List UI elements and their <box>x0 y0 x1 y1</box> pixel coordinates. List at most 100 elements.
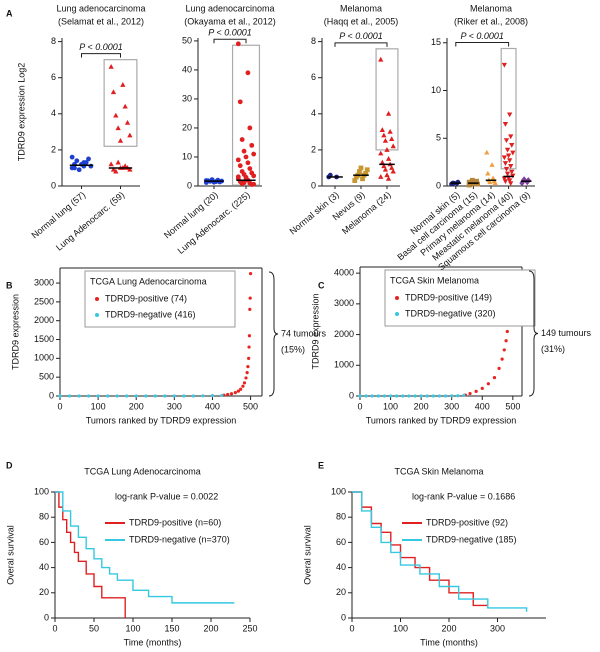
data-point <box>235 157 241 163</box>
data-point <box>247 125 253 131</box>
legend-marker <box>95 297 99 301</box>
data-point <box>358 165 364 171</box>
data-point <box>379 127 385 132</box>
y-axis-label: TDRD9 expression <box>310 293 320 369</box>
x-tick-label: 500 <box>505 401 520 411</box>
data-point <box>502 122 509 127</box>
brace <box>268 271 279 397</box>
data-point <box>67 394 72 398</box>
y-tick-label: 2500 <box>34 296 54 306</box>
data-point <box>229 392 234 396</box>
data-point <box>508 134 514 140</box>
x-tick-label: 100 <box>393 623 408 633</box>
data-point <box>507 178 513 184</box>
data-point <box>389 165 395 170</box>
significance-bracket <box>81 53 121 58</box>
chart-title: Lung adenocarcinoma <box>56 3 145 13</box>
data-point <box>58 394 62 398</box>
data-point <box>364 167 370 173</box>
data-point <box>437 394 442 398</box>
data-point <box>245 70 251 76</box>
annotation: 149 tumours <box>541 328 592 338</box>
chart-subtitle: (Selamat et al., 2012) <box>58 16 144 26</box>
chart-subtitle: (Haqq et al., 2005) <box>324 16 399 26</box>
y-tick-label: 1500 <box>34 334 54 344</box>
data-point <box>480 386 484 390</box>
data-point <box>124 119 131 125</box>
data-point <box>385 175 392 181</box>
x-tick-label: 400 <box>475 401 490 411</box>
annotation: log-rank P-value = 0.0022 <box>115 491 218 501</box>
chart-title: TCGA Skin Melanoma <box>394 466 483 476</box>
brace <box>528 270 539 397</box>
y-tick-label: 30 <box>182 93 192 103</box>
legend-box <box>384 269 536 327</box>
y-tick-label: 0 <box>44 612 49 622</box>
data-point <box>108 63 114 69</box>
annotation: log-rank P-value = 0.1686 <box>412 491 515 501</box>
x-tick-label: 300 <box>167 401 182 411</box>
y-tick-label: 40 <box>336 562 346 572</box>
legend-label: TDRD9-negative (n=370) <box>129 534 230 544</box>
panel-label: A <box>6 8 13 18</box>
y-axis-label: Overal survival <box>302 525 312 585</box>
chart-title: Lung adenocarcinoma <box>185 3 274 13</box>
y-tick-label: 40 <box>39 562 49 572</box>
y-tick-label: 8 <box>311 36 316 46</box>
legend-label: TDRD9-negative (185) <box>426 534 517 544</box>
data-point <box>88 163 94 169</box>
x-tick-label: 100 <box>125 623 140 633</box>
data-point <box>251 181 257 187</box>
y-tick-label: 1000 <box>334 360 354 370</box>
x-tick-label: 500 <box>243 401 258 411</box>
legend-label: TDRD9-negative (416) <box>105 309 196 319</box>
annotation: (15%) <box>281 344 305 354</box>
legend-label: TDRD9-positive (74) <box>105 293 187 303</box>
data-point <box>357 169 362 174</box>
data-point <box>363 170 369 176</box>
x-tick-label: 300 <box>490 623 505 633</box>
y-tick-label: 10 <box>431 85 441 95</box>
data-point <box>466 179 472 185</box>
x-tick-label: 0 <box>52 623 57 633</box>
legend-title: TCGA Skin Melanoma <box>390 275 479 285</box>
data-point <box>378 150 384 156</box>
x-tick-label: 400 <box>205 401 220 411</box>
x-tick-label: 200 <box>414 401 429 411</box>
data-point <box>248 307 252 312</box>
x-tick-label: 100 <box>383 401 398 411</box>
panel-label: B <box>6 280 13 290</box>
data-point <box>474 389 478 393</box>
x-tick-label: 200 <box>203 623 218 633</box>
data-point <box>235 41 241 47</box>
data-point <box>113 112 119 118</box>
y-tick-label: 60 <box>336 537 346 547</box>
data-point <box>484 149 490 155</box>
data-point <box>431 394 435 398</box>
data-point <box>239 387 243 391</box>
data-point <box>251 173 257 179</box>
data-point <box>390 143 396 149</box>
data-point <box>77 394 81 398</box>
data-point <box>388 394 393 398</box>
data-point <box>251 151 257 157</box>
data-point <box>407 394 411 398</box>
chart-title: TCGA Lung Adenocarcinoma <box>84 466 201 476</box>
legend-box <box>84 270 236 328</box>
data-point <box>502 348 506 352</box>
data-point <box>243 154 249 160</box>
data-point <box>504 147 511 153</box>
data-point <box>507 158 513 164</box>
data-point <box>235 174 241 180</box>
y-tick-label: 6 <box>51 72 56 82</box>
data-point <box>370 394 374 398</box>
x-tick-label: 100 <box>91 401 106 411</box>
data-point <box>384 172 390 178</box>
data-point <box>249 142 255 148</box>
panel-label: E <box>318 460 324 470</box>
data-point <box>382 166 389 172</box>
data-point <box>497 366 501 370</box>
y-tick-label: 50 <box>182 35 192 45</box>
data-point <box>86 156 91 162</box>
data-point <box>501 176 508 182</box>
